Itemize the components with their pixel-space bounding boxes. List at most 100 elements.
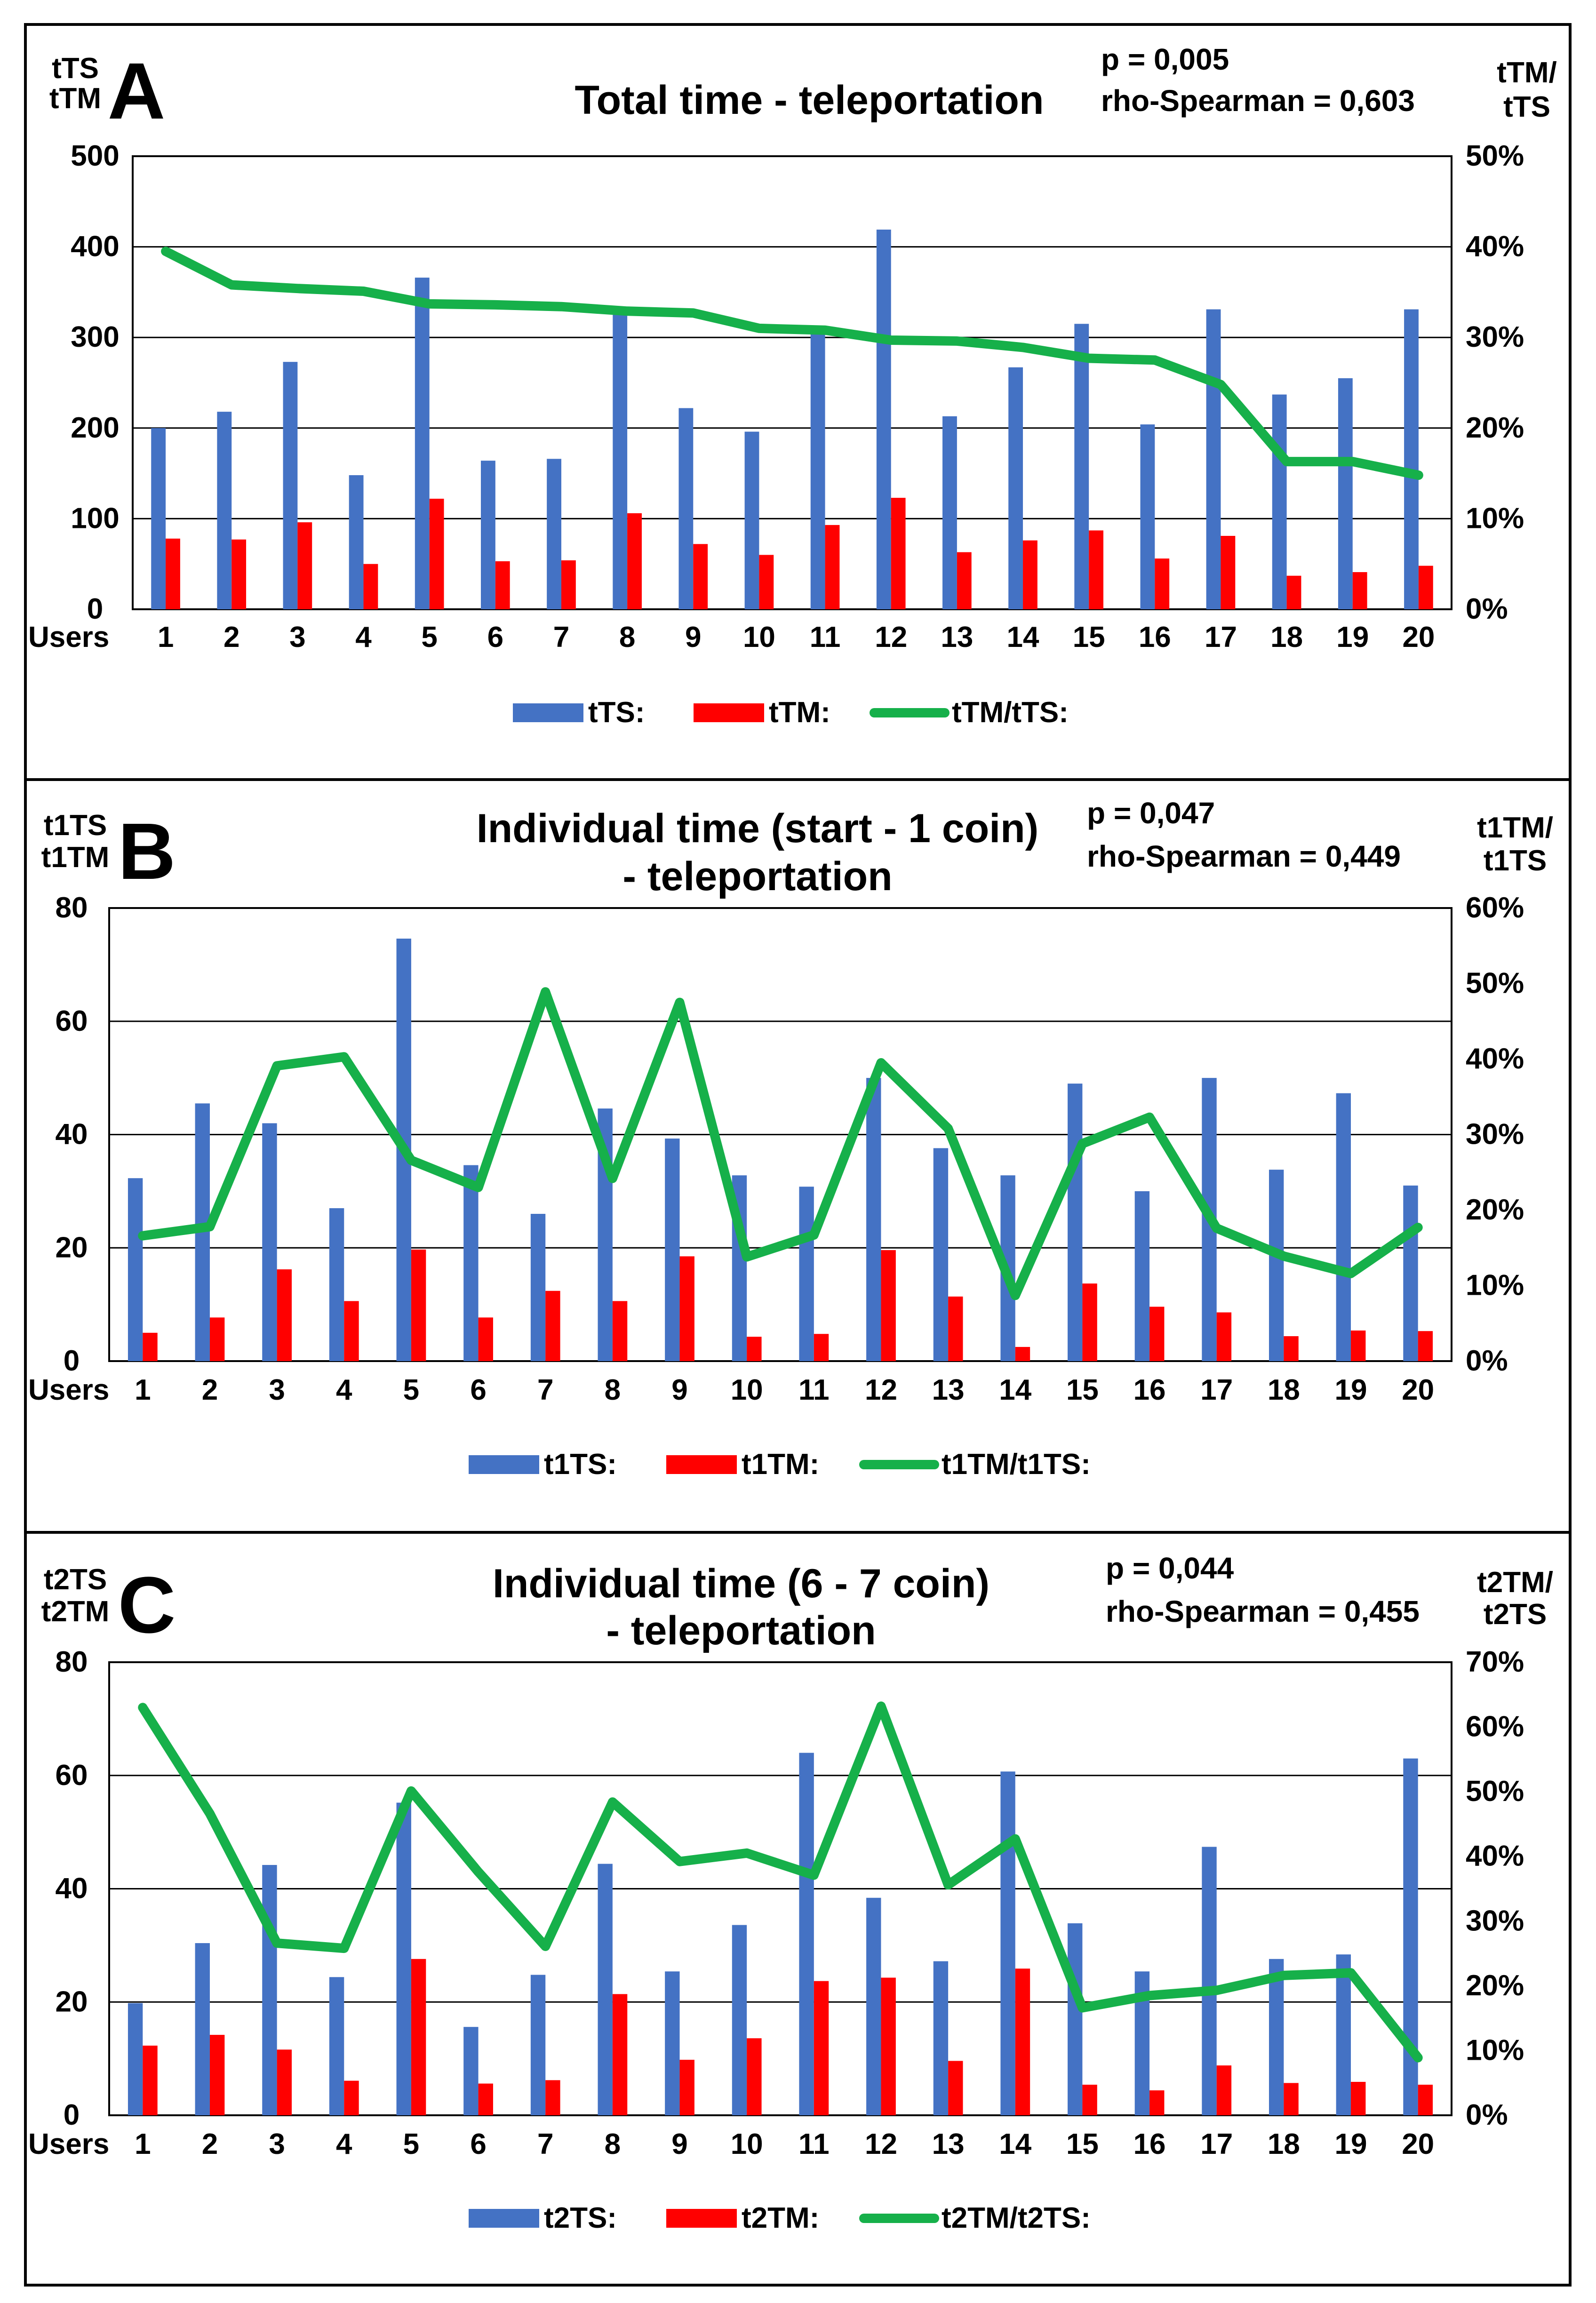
bar-ttm	[1023, 540, 1037, 609]
bar-tts	[1008, 367, 1023, 609]
bar-t2ts	[1068, 1923, 1083, 2115]
bar-tts	[151, 428, 166, 609]
ratio-point	[824, 329, 826, 331]
x-tick-label: 3	[269, 1374, 285, 1406]
ratio-point	[231, 284, 232, 286]
bar-t1ts	[1134, 1191, 1150, 1361]
chart-title: Individual time (start - 1 coin)	[477, 806, 1039, 851]
bar-tts	[283, 362, 298, 609]
legend-label: tTM/tTS:	[952, 696, 1069, 729]
x-axis-label: Users	[28, 2128, 109, 2160]
y2-tick-label: 20%	[1466, 412, 1524, 444]
bar-t2tm	[1418, 2084, 1433, 2115]
bar-tts	[1404, 309, 1419, 609]
bar-t2tm	[1351, 2081, 1366, 2115]
ratio-point	[1417, 1227, 1419, 1228]
y2-tick-label: 10%	[1466, 1269, 1524, 1302]
bar-t2tm	[814, 1981, 829, 2115]
x-tick-label: 6	[470, 1374, 486, 1406]
x-tick-label: 19	[1335, 1374, 1367, 1406]
y2-tick-label: 30%	[1466, 321, 1524, 353]
left-axis-label-blue: tTS	[52, 52, 99, 85]
y2-tick-label: 50%	[1466, 1775, 1524, 1808]
bar-tts	[1272, 394, 1287, 609]
x-tick-label: 13	[932, 1374, 965, 1406]
x-tick-label: 17	[1205, 621, 1237, 653]
ratio-point	[142, 1235, 144, 1236]
x-tick-label: 16	[1139, 621, 1171, 653]
bar-t1ts	[1068, 1084, 1083, 1361]
ratio-point	[276, 1065, 278, 1067]
bar-t2ts	[799, 1753, 814, 2115]
bar-t1ts	[933, 1148, 949, 1361]
y-tick-label: 0	[64, 1345, 80, 1377]
x-tick-label: 18	[1268, 1374, 1300, 1406]
ratio-point	[1283, 1975, 1285, 1976]
y-tick-label: 0	[64, 2099, 80, 2131]
bar-t1tm	[1216, 1312, 1232, 1361]
figure-frame	[24, 23, 1572, 2287]
ratio-point	[1149, 1116, 1150, 1118]
ratio-point	[1022, 347, 1024, 348]
y2-tick-label: 20%	[1466, 1194, 1524, 1226]
y2-tick-label: 0%	[1466, 1345, 1508, 1377]
x-tick-label: 20	[1402, 1374, 1434, 1406]
x-axis-label: Users	[28, 621, 109, 653]
bar-ttm	[759, 555, 774, 609]
bar-t1tm	[1149, 1307, 1165, 1361]
bar-t1tm	[209, 1317, 225, 1361]
bar-t1tm	[277, 1269, 292, 1361]
bar-tts	[349, 475, 364, 609]
legend-swatch-red	[694, 703, 764, 722]
bar-t1tm	[612, 1301, 628, 1361]
bar-tts	[613, 310, 628, 609]
bar-t2ts	[933, 1961, 949, 2115]
bar-t1tm	[1418, 1331, 1433, 1361]
y-tick-label: 100	[71, 502, 119, 534]
bar-tts	[942, 416, 957, 609]
stat-rho-spearman: rho-Spearman = 0,455	[1106, 1594, 1420, 1628]
bar-tts	[744, 431, 759, 609]
bar-t2tm	[478, 2083, 493, 2115]
x-tick-label: 16	[1133, 1374, 1166, 1406]
legend-swatch-blue	[469, 2209, 539, 2228]
bar-t1ts	[128, 1178, 143, 1361]
bar-t2ts	[665, 1971, 680, 2115]
bar-t2tm	[1284, 2083, 1299, 2115]
ratio-point	[1014, 1295, 1016, 1296]
right-axis-label-line2: t2TS	[1484, 1598, 1547, 1631]
plot-area	[132, 155, 1452, 610]
bar-ttm	[1286, 575, 1301, 609]
x-tick-label: 11	[798, 2128, 830, 2160]
bar-t2tm	[881, 1977, 896, 2115]
bar-ttm	[231, 539, 247, 609]
x-tick-label: 4	[336, 2128, 352, 2160]
bar-t2tm	[679, 2060, 694, 2115]
bar-ttm	[693, 544, 708, 609]
x-tick-label: 8	[619, 621, 635, 653]
x-tick-label: 4	[355, 621, 372, 653]
bar-t2tm	[344, 2080, 359, 2115]
y2-tick-label: 10%	[1466, 502, 1524, 534]
legend-swatch-red	[666, 2209, 737, 2228]
legend-label: t2TM/t2TS:	[942, 2202, 1091, 2234]
ratio-point	[1216, 1990, 1217, 1991]
x-tick-label: 17	[1200, 2128, 1233, 2160]
x-tick-label: 7	[553, 621, 569, 653]
legend-swatch-red	[666, 1455, 737, 1474]
bar-t2tm	[411, 1959, 426, 2115]
bar-ttm	[1089, 530, 1104, 609]
ratio-point	[545, 1945, 546, 1947]
y2-tick-label: 10%	[1466, 2034, 1524, 2066]
right-axis-label-line1: t2TM/	[1477, 1566, 1553, 1599]
bar-t1ts	[665, 1138, 680, 1361]
x-tick-label: 1	[135, 1374, 151, 1406]
bar-t1tm	[411, 1249, 426, 1361]
x-tick-label: 19	[1335, 2128, 1367, 2160]
y2-tick-label: 30%	[1466, 1118, 1524, 1151]
y-tick-label: 300	[71, 321, 119, 353]
bar-ttm	[166, 538, 180, 609]
